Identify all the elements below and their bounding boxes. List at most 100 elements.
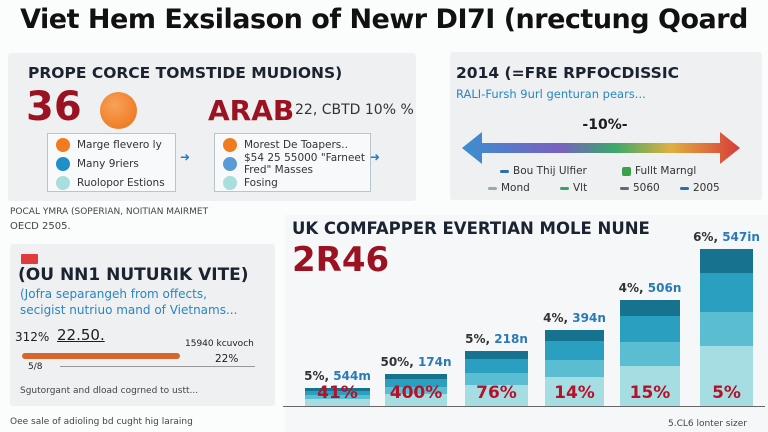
legend-label: Marge flevero ly — [77, 138, 162, 151]
legend-label: $54 25 55000 "Farneet Fred" Masses — [244, 151, 365, 176]
nutrition-panel — [10, 244, 275, 406]
bar-pct: 5%, — [304, 369, 330, 383]
legend-item: 5060 — [620, 182, 660, 194]
legend-label: 5060 — [633, 182, 660, 194]
bar-segment — [385, 393, 447, 406]
nutrition-note: Sgutorgant and dload cogrned to ustt... — [20, 386, 199, 396]
bar-segment — [305, 399, 370, 406]
legend-item: Mond — [488, 182, 530, 194]
arrow-right-icon: ➜ — [180, 150, 191, 164]
legend-item: Morest De Toapers.. — [215, 135, 370, 154]
bar-inner-label: 400% — [389, 383, 443, 403]
legend-item: Vlt — [560, 182, 587, 194]
legend-item: Fosing — [215, 173, 370, 192]
legend-right: Morest De Toapers.. $54 25 55000 "Farneet… — [214, 133, 371, 192]
bar-inner-label: 41% — [317, 383, 358, 403]
chart-subtitle: 2R46 — [292, 240, 390, 280]
page-title: Viet Hem Exsilason of Newr DI7I (nrectun… — [20, 4, 748, 35]
legend-dot-icon — [223, 156, 237, 171]
legend-marker-icon — [622, 166, 631, 176]
legend-marker-icon — [488, 186, 497, 190]
value-right: 15940 kcuvoch — [185, 339, 254, 349]
chart-title: UK COMFAPPER EVERTIAN MOLE NUNE — [292, 219, 650, 238]
bar-value: 218n — [494, 332, 528, 346]
bar-segment — [545, 341, 604, 361]
bar-pct: 5%, — [465, 332, 491, 346]
bar-top-label: 6%, 547in — [682, 230, 768, 244]
market-heading: PROPE CORCE TOMSTIDE MUDIONS) — [28, 64, 343, 82]
bar-segment — [465, 373, 528, 386]
stat-text: 22, CBTD 10% % — [295, 102, 414, 118]
bar-pct: 4%, — [543, 311, 569, 325]
trend-heading: 2014 (=FRE RPFOCDISSIC — [456, 64, 679, 82]
bar-value: 174n — [417, 355, 452, 369]
bar-inner-label: 14% — [554, 383, 595, 403]
big-number: 36 — [26, 84, 82, 130]
legend-label: 2005 — [693, 182, 720, 194]
bar-top-label: 5%, 544m — [293, 369, 383, 383]
legend-dot-icon — [56, 156, 70, 171]
footnote-line: OECD 2505. — [10, 221, 71, 232]
bar-top-label: 4%, 506n — [605, 281, 695, 295]
trend-panel — [450, 52, 762, 200]
bar — [620, 300, 680, 406]
coin-icon — [100, 92, 137, 129]
legend-marker-icon — [680, 186, 689, 190]
bar-segment — [700, 272, 753, 312]
bar-segment — [700, 249, 753, 273]
double-arrow-icon — [462, 132, 740, 164]
bar-segment — [620, 342, 680, 366]
legend-item: $54 25 55000 "Farneet Fred" Masses — [215, 151, 370, 176]
legend-item: Fullt Marngl — [622, 165, 696, 177]
nutrition-subtitle: (Jofra separangeh from offects, — [20, 287, 207, 301]
bar-segment — [465, 385, 528, 406]
bar-value: 394n — [572, 311, 606, 325]
bar-segment — [700, 311, 753, 347]
bar-pct: 4%, — [618, 281, 644, 295]
bar — [700, 249, 753, 406]
legend-left: Marge flevero ly Many 9riers Ruolopor Esti… — [47, 133, 176, 192]
legend-dot-icon — [223, 137, 237, 152]
value-pct: 22% — [215, 353, 239, 365]
bar — [305, 388, 370, 406]
trend-subtitle: RALI-Fursh 9url genturan pears... — [456, 87, 646, 101]
footnote-line: POCAL YMRA (SOPERIAN, NOITIAN MAIRMET — [10, 207, 209, 217]
bar-top-label: 4%, 394n — [530, 311, 620, 325]
legend-item: Ruolopor Estions — [48, 173, 175, 192]
bar-segment — [305, 395, 370, 400]
bar-segment — [545, 377, 604, 406]
bar-value: 544m — [333, 369, 371, 383]
flag-icon — [21, 254, 38, 264]
bar-segment — [545, 330, 604, 342]
bar-segment — [305, 388, 370, 391]
value-small: 5/8 — [28, 362, 43, 372]
bar — [545, 330, 604, 406]
bar-segment — [700, 346, 753, 406]
legend-label: Bou Thij Ulfier — [513, 165, 587, 177]
legend-label: Many 9riers — [77, 157, 139, 170]
legend-label: Morest De Toapers.. — [244, 138, 348, 151]
legend-label: Mond — [501, 182, 530, 194]
legend-marker-icon — [620, 186, 629, 190]
nutrition-heading: (OU NN1 NUTURIK VITE) — [18, 265, 249, 285]
legend-label: Ruolopor Estions — [77, 176, 165, 189]
footnote-bottom: Oee sale of adioling bd cught hig larain… — [10, 417, 193, 427]
chart-source: 5.CL6 lonter sizer — [668, 419, 747, 429]
value-left: 312% — [15, 330, 50, 344]
bar-segment — [385, 374, 447, 379]
legend-item: Marge flevero ly — [48, 135, 175, 154]
bar-segment — [545, 360, 604, 378]
bar — [385, 374, 447, 406]
nutrition-subtitle: secigist nutriuo mand of Vietnams... — [20, 303, 238, 317]
arrow-label: -10%- — [582, 117, 628, 133]
legend-dot-icon — [56, 137, 70, 152]
bar-pct: 50%, — [380, 355, 414, 369]
divider — [60, 366, 255, 367]
legend-marker-icon — [500, 169, 509, 173]
legend-dot-icon — [223, 175, 237, 190]
bar-segment — [385, 378, 447, 387]
bar-segment — [620, 300, 680, 316]
legend-label: Vlt — [573, 182, 588, 194]
bar-segment — [305, 390, 370, 396]
legend-dot-icon — [56, 175, 70, 190]
